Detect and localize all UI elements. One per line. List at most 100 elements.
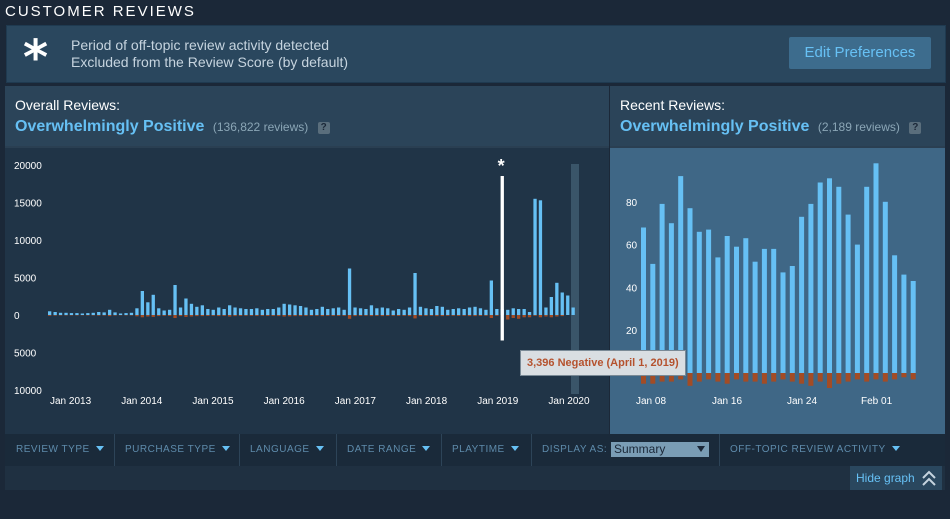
positive-bar: [780, 272, 786, 373]
positive-bar: [873, 163, 879, 373]
filter-playtime-label[interactable]: PLAYTIME: [452, 444, 505, 455]
positive-bar: [845, 214, 851, 373]
negative-bar: [538, 315, 543, 318]
filter-purchase-type[interactable]: PURCHASE TYPE: [125, 434, 230, 466]
overall-chart[interactable]: 20000 15000 10000 5000 0 5000 10000 * Jan 2013 Ja…: [5, 148, 609, 434]
negative-bar: [522, 315, 526, 318]
hide-graph-label[interactable]: Hide graph: [856, 471, 915, 485]
positive-bar: [495, 309, 499, 315]
double-chevron-up-icon[interactable]: [921, 469, 937, 487]
positive-bar: [206, 309, 210, 315]
positive-bar: [457, 308, 461, 316]
positive-bar: [429, 309, 434, 315]
positive-bar: [687, 208, 693, 373]
positive-bar: [277, 307, 281, 315]
chevron-down-icon[interactable]: [221, 446, 230, 451]
recent-count: (2,189 reviews): [817, 120, 900, 134]
positive-bar: [369, 305, 374, 316]
positive-bar: [467, 307, 472, 315]
recent-chart[interactable]: 80 60 40 20 Jan 08 Jan 16 Jan 24 Feb 01: [610, 148, 945, 434]
recent-header: Recent Reviews: Overwhelmingly Positive …: [610, 86, 945, 146]
filter-off-topic-label[interactable]: OFF-TOPIC REVIEW ACTIVITY: [730, 444, 886, 455]
negative-bar: [397, 315, 401, 316]
positive-bar: [184, 298, 188, 315]
recent-score[interactable]: Overwhelmingly Positive (2,189 reviews) …: [620, 118, 922, 136]
positive-bar: [48, 311, 52, 316]
positive-bar: [358, 308, 363, 316]
positive-bar: [761, 248, 767, 373]
positive-bar: [124, 313, 128, 315]
positive-bar: [440, 306, 444, 316]
positive-bar: [407, 307, 412, 315]
positive-bar: [391, 310, 395, 315]
positive-bar: [200, 305, 204, 316]
negative-bar: [771, 373, 777, 382]
filter-language[interactable]: LANGUAGE: [250, 434, 324, 466]
positive-bar: [517, 309, 521, 315]
positive-bar: [146, 302, 150, 316]
chevron-down-icon[interactable]: [891, 446, 900, 451]
negative-bar: [780, 373, 786, 380]
recent-chart-svg[interactable]: 80 60 40 20 Jan 08 Jan 16 Jan 24 Feb 01: [610, 148, 945, 434]
positive-bar: [522, 309, 526, 315]
overall-score[interactable]: Overwhelmingly Positive (136,822 reviews…: [15, 118, 330, 136]
positive-bar: [271, 309, 275, 315]
positive-bar: [734, 246, 739, 373]
positive-bar: [752, 261, 758, 373]
positive-bar: [238, 308, 243, 316]
filter-review-type[interactable]: REVIEW TYPE: [16, 434, 104, 466]
negative-bar: [255, 315, 259, 316]
y-tick-label: 20: [626, 326, 638, 337]
chevron-down-icon[interactable]: [422, 446, 431, 451]
positive-bar: [266, 309, 270, 315]
positive-bar: [80, 313, 84, 315]
filter-purchase-type-label[interactable]: PURCHASE TYPE: [125, 444, 216, 455]
filter-date-range-label[interactable]: DATE RANGE: [347, 444, 417, 455]
negative-bar: [364, 315, 368, 316]
negative-bar: [195, 315, 199, 317]
notice-line1: Period of off-topic review activity dete…: [71, 37, 330, 53]
help-icon[interactable]: ?: [317, 122, 330, 134]
filter-off-topic[interactable]: OFF-TOPIC REVIEW ACTIVITY: [730, 434, 900, 466]
negative-bar: [260, 315, 264, 316]
edit-preferences-button[interactable]: Edit Preferences: [789, 37, 931, 69]
filter-language-label[interactable]: LANGUAGE: [250, 444, 310, 455]
overall-chart-svg[interactable]: 20000 15000 10000 5000 0 5000 10000 * Jan 2013 Ja…: [5, 148, 609, 434]
negative-bar: [429, 315, 434, 316]
display-as-value[interactable]: Summary: [614, 442, 666, 456]
overall-score-text[interactable]: Overwhelmingly Positive: [15, 118, 205, 135]
positive-bar: [211, 309, 215, 316]
filter-review-type-label[interactable]: REVIEW TYPE: [16, 444, 90, 455]
positive-bar: [86, 313, 90, 315]
recent-score-text[interactable]: Overwhelmingly Positive: [620, 118, 810, 135]
negative-bar: [331, 315, 335, 316]
positive-bar: [108, 309, 112, 316]
negative-bar: [48, 315, 52, 316]
positive-bar: [566, 295, 570, 315]
positive-bar: [706, 229, 712, 373]
positive-bar: [298, 306, 303, 315]
chevron-down-icon[interactable]: [510, 446, 519, 451]
help-icon[interactable]: ?: [909, 122, 922, 134]
filter-playtime[interactable]: PLAYTIME: [452, 434, 519, 466]
hide-graph-button[interactable]: Hide graph: [850, 466, 942, 490]
display-as-select[interactable]: Summary: [611, 442, 709, 457]
positive-bar: [353, 307, 357, 315]
negative-bar: [266, 315, 270, 316]
chevron-down-icon[interactable]: [95, 446, 104, 451]
x-tick-label: Feb 01: [861, 396, 893, 407]
positive-bar: [836, 186, 842, 373]
negative-bar: [873, 373, 879, 380]
negative-bar: [217, 315, 221, 317]
negative-bar: [641, 373, 646, 384]
positive-bar: [288, 304, 292, 315]
positive-bar: [827, 178, 832, 373]
filter-date-range[interactable]: DATE RANGE: [347, 434, 431, 466]
chevron-down-icon[interactable]: [315, 446, 324, 451]
positive-bar: [544, 307, 548, 315]
asterisk-icon: *: [23, 30, 49, 86]
negative-bar: [446, 315, 450, 316]
x-tick-label: Jan 2017: [335, 396, 377, 407]
negative-bar: [724, 373, 730, 384]
chevron-down-icon[interactable]: [697, 446, 705, 452]
